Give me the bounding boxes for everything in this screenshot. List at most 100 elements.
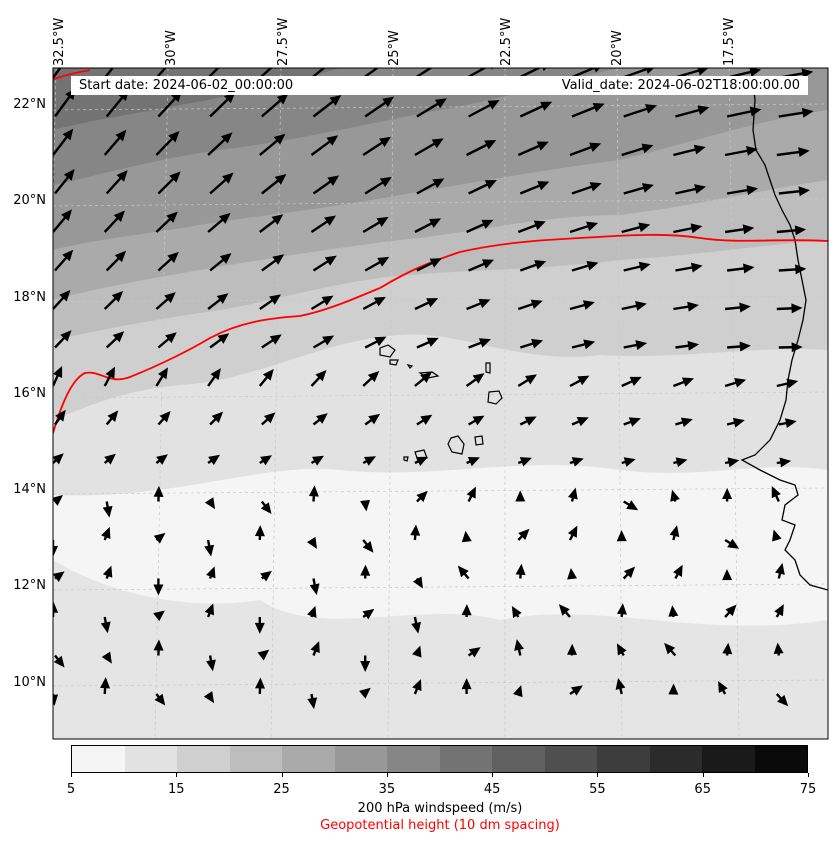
wind-arrow xyxy=(207,454,220,466)
wind-arrow xyxy=(468,259,495,272)
wind-arrow xyxy=(622,566,636,580)
wind-arrow xyxy=(54,249,74,272)
colorbar-segment xyxy=(229,746,282,772)
wind-arrow xyxy=(206,655,216,672)
wind-arrow xyxy=(153,485,164,502)
wind-arrow xyxy=(772,529,782,542)
wind-arrow xyxy=(461,604,472,618)
colorbar-tick-mark xyxy=(71,773,72,777)
wind-arrow xyxy=(774,604,784,618)
colorbar-segment xyxy=(282,746,335,772)
colorbar-tick-mark xyxy=(808,773,809,777)
wind-arrow xyxy=(209,333,230,349)
wind-arrow xyxy=(615,677,626,695)
wind-arrow xyxy=(673,457,688,468)
wind-arrow xyxy=(309,578,320,596)
wind-arrow xyxy=(623,500,639,511)
colorbar-label: 200 hPa windspeed (m/s) xyxy=(357,801,523,816)
wind-arrow xyxy=(515,563,526,579)
wind-arrow xyxy=(259,133,286,156)
wind-arrow xyxy=(771,486,781,502)
colorbar-tick-mark xyxy=(702,773,704,777)
wind-arrow xyxy=(416,98,447,118)
lon-label-1: 32.5°W xyxy=(52,17,67,66)
lon-label-7: 17.5°W xyxy=(722,17,737,66)
wind-arrow xyxy=(362,370,380,387)
wind-arrow xyxy=(517,528,530,541)
wind-arrow xyxy=(567,567,578,580)
wind-arrow xyxy=(53,128,74,156)
wind-arrow xyxy=(623,261,651,272)
wind-arrow xyxy=(410,524,421,541)
colorbar-tick-label: 45 xyxy=(483,782,501,797)
wind-arrow xyxy=(412,645,422,658)
wind-arrow xyxy=(207,293,229,310)
colorbar-segment xyxy=(124,746,177,772)
lat-label-22n: 22°N xyxy=(13,97,46,112)
wind-arrow xyxy=(616,530,627,542)
wind-arrow xyxy=(105,331,125,349)
wind-arrow xyxy=(669,525,680,541)
wind-arrow xyxy=(257,649,270,661)
wind-arrow xyxy=(362,296,386,311)
wind-arrow xyxy=(519,416,537,426)
wind-arrow xyxy=(206,566,216,579)
wind-arrow xyxy=(416,337,439,349)
wind-arrow xyxy=(414,298,439,311)
wind-arrow xyxy=(778,264,807,275)
colorbar-segment xyxy=(649,746,702,772)
wind-arrow xyxy=(105,410,119,426)
colorbar-tick-label: 55 xyxy=(589,782,606,797)
lon-label-5: 22.5°W xyxy=(499,17,514,66)
colorbar-tick-mark xyxy=(386,773,388,777)
wind-arrow xyxy=(105,250,127,272)
wind-arrow xyxy=(414,372,432,387)
wind-arrow xyxy=(312,335,335,349)
wind-arrow xyxy=(466,457,480,467)
wind-arrow xyxy=(776,225,807,236)
wind-band-10b xyxy=(53,560,828,739)
wind-arrow xyxy=(100,616,111,634)
wind-arrow xyxy=(776,147,810,158)
wind-arrow xyxy=(362,608,375,620)
wind-arrow xyxy=(54,169,75,195)
wind-arrow xyxy=(726,263,755,274)
colorbar-tick-label: 5 xyxy=(66,782,76,797)
wind-arrow xyxy=(359,687,371,699)
colorbar-segment xyxy=(597,746,650,772)
wind-arrow xyxy=(157,171,181,195)
wind-arrow xyxy=(312,413,328,426)
wind-arrow xyxy=(260,500,272,514)
wind-arrow xyxy=(153,639,164,656)
wind-arrow xyxy=(307,605,317,618)
wind-arrow xyxy=(154,693,166,706)
wind-arrow xyxy=(724,378,747,388)
colorbar-segment xyxy=(544,746,597,772)
wind-arrow xyxy=(103,210,125,233)
wind-arrow xyxy=(468,179,497,195)
colorbar-tick-mark xyxy=(597,773,599,777)
colorbar-segment xyxy=(72,746,125,772)
wind-arrow xyxy=(254,616,265,634)
wind-arrow xyxy=(517,374,537,388)
wind-arrow xyxy=(457,565,470,580)
wind-arrow xyxy=(209,253,232,272)
wind-arrow xyxy=(569,68,601,80)
wind-arrow xyxy=(724,604,737,618)
colorbar-tick-mark xyxy=(281,773,283,777)
wind-arrow xyxy=(412,576,423,589)
wind-arrow xyxy=(414,138,444,157)
wind-arrow xyxy=(675,340,700,351)
geopotential-height-contour xyxy=(53,233,828,434)
wind-arrow xyxy=(102,565,113,579)
wind-arrow xyxy=(259,455,273,466)
colorbar-tick-label: 25 xyxy=(273,782,290,797)
wind-arrow xyxy=(724,224,755,235)
wind-arrow xyxy=(254,525,265,541)
wind-arrow xyxy=(775,562,785,579)
wind-arrow xyxy=(53,290,71,310)
lat-label-20n: 20°N xyxy=(13,193,46,208)
wind-arrow xyxy=(511,605,522,618)
wind-arrow xyxy=(312,95,342,118)
